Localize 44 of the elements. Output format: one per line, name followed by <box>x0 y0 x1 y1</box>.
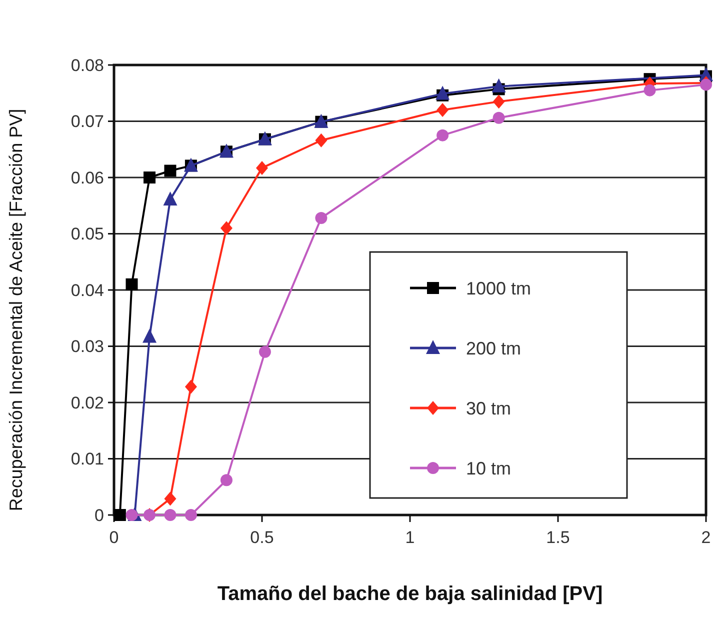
legend-label: 30 tm <box>466 398 512 418</box>
x-tick-label: 1.5 <box>546 528 570 547</box>
point <box>164 164 176 177</box>
point <box>163 191 178 206</box>
point <box>126 278 138 290</box>
y-tick-label: 0.07 <box>70 112 104 132</box>
legend-label: 200 tm <box>466 338 522 358</box>
legend-label: 10 tm <box>466 458 512 478</box>
point <box>144 172 156 184</box>
x-axis-title: Tamaño del bache de baja salinidad [PV] <box>217 583 603 605</box>
point <box>315 133 328 148</box>
x-tick-label: 2 <box>701 528 711 547</box>
y-tick-label: 0 <box>94 506 104 525</box>
point <box>436 103 449 117</box>
point <box>164 509 176 521</box>
point <box>644 84 656 96</box>
point <box>126 509 138 521</box>
point <box>220 474 232 486</box>
y-tick-label: 0.04 <box>70 280 104 300</box>
point <box>315 212 328 224</box>
point <box>184 380 197 394</box>
point <box>220 221 232 236</box>
y-tick-label: 0.08 <box>70 56 104 75</box>
y-tick-label: 0.06 <box>70 168 104 188</box>
point <box>492 78 506 92</box>
point <box>436 129 449 142</box>
x-tick-label: 1 <box>405 528 415 547</box>
y-tick-label: 0.03 <box>70 337 104 356</box>
point <box>164 492 176 506</box>
legend-label: 1000 tm <box>466 278 532 298</box>
x-tick-label: 0 <box>109 528 119 547</box>
point <box>184 509 197 521</box>
point <box>492 112 505 124</box>
point <box>258 346 271 358</box>
point <box>492 94 505 109</box>
point <box>142 328 157 343</box>
point <box>700 78 712 91</box>
y-tick-label: 0.05 <box>70 224 104 244</box>
x-tick-label: 0.5 <box>250 528 274 547</box>
point <box>256 160 268 175</box>
y-tick-label: 0.01 <box>70 450 104 469</box>
y-tick-label: 0.02 <box>70 393 104 412</box>
point <box>436 86 450 100</box>
y-axis-title: Recuperación Incremental de Aceite [Fracción PV] <box>6 108 26 512</box>
